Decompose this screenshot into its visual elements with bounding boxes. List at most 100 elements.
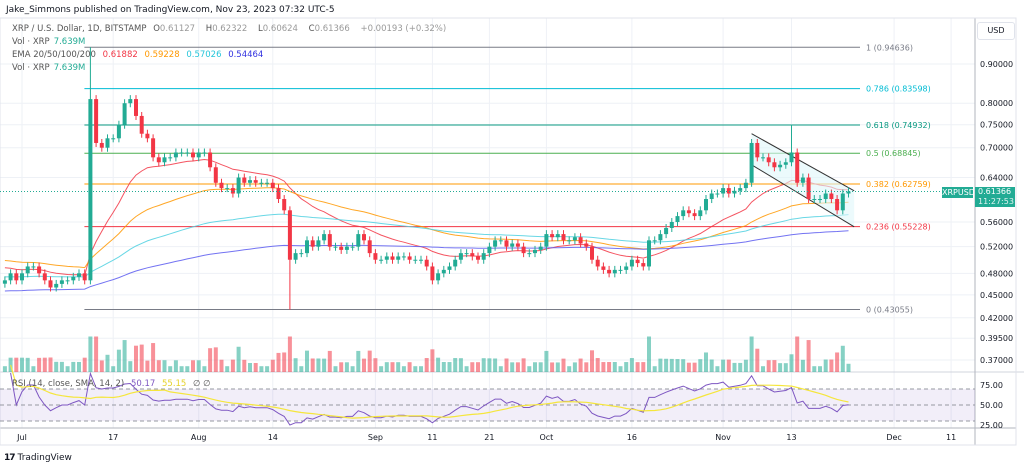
volume-bar	[829, 359, 834, 372]
volume-bar	[766, 360, 771, 372]
candle-body	[185, 152, 190, 154]
candle-body	[248, 180, 252, 183]
volume-bar	[230, 359, 235, 372]
fib-level-label: 0.5 (0.68845)	[866, 149, 921, 158]
candle-body	[504, 240, 509, 247]
candle-body	[686, 210, 691, 214]
candle-body	[373, 253, 378, 260]
price-tick-label: 0.56000	[980, 218, 1013, 227]
ema200-value: 0.54464	[228, 50, 264, 60]
candle-body	[265, 182, 270, 184]
price-tick-label: 0.64000	[980, 174, 1013, 183]
volume-bar	[812, 366, 817, 372]
candle-body	[664, 227, 669, 235]
candle-body	[14, 273, 19, 281]
candle-body	[196, 152, 201, 158]
volume-bar	[145, 360, 150, 372]
volume-bar	[202, 366, 207, 372]
candle-body	[105, 138, 110, 148]
volume-bar	[584, 362, 589, 372]
close-value: 0.61366	[314, 24, 350, 34]
volume-bar	[544, 350, 549, 372]
volume-bar	[550, 362, 555, 372]
volume-bar	[316, 358, 321, 372]
bar-countdown: 11:27:53	[978, 197, 1014, 206]
candle-body	[356, 234, 361, 247]
candle-body	[173, 152, 178, 158]
volume-bar	[242, 359, 247, 372]
candle-body	[242, 177, 247, 183]
candle-body	[413, 259, 418, 261]
candle-body	[191, 152, 195, 158]
high-value: 0.62322	[212, 24, 248, 34]
candle-body	[783, 162, 788, 165]
volume-bar	[54, 361, 59, 372]
candle-body	[698, 210, 703, 217]
volume-bar	[151, 343, 156, 372]
tradingview-logo[interactable]: 17 TradingView	[4, 453, 72, 463]
candle-body	[270, 182, 275, 189]
volume-bar	[572, 362, 577, 372]
candle-body	[156, 157, 161, 163]
volume-bar	[823, 359, 828, 372]
last-price: 0.61366	[978, 187, 1012, 196]
time-tick-label: Dec	[886, 433, 901, 442]
volume-bar	[795, 336, 800, 372]
time-tick-label: 21	[484, 433, 494, 442]
rsi-label[interactable]: RSI (14, close, SMA, 14, 2)	[12, 379, 125, 389]
candle-body	[521, 246, 526, 254]
candle-body	[71, 276, 76, 281]
volume-bar	[71, 361, 76, 372]
ema-label[interactable]: EMA 20/50/100/200	[12, 50, 96, 60]
candle-body	[709, 193, 714, 200]
published-line: Jake_Simmons published on TradingView.co…	[6, 5, 335, 15]
channel-upper-line	[751, 133, 855, 192]
candle-body	[567, 240, 572, 242]
volume-bar	[436, 357, 441, 372]
candle-body	[276, 188, 281, 200]
volume-bar	[424, 358, 429, 372]
rsi-line	[10, 371, 849, 426]
candle-body	[236, 177, 241, 194]
volume-bar	[396, 362, 401, 372]
volume-legend: Vol · XRP 7.639M	[12, 37, 89, 47]
candle-body	[31, 266, 36, 268]
candle-body	[544, 234, 549, 247]
symbol-title[interactable]: XRP / U.S. Dollar, 1D, BITSTAMP	[12, 24, 147, 34]
candle-body	[430, 266, 435, 281]
volume-bar	[453, 358, 458, 372]
price-tick-label: 0.39500	[980, 334, 1013, 343]
volume-bar	[367, 350, 372, 372]
volume-bar	[470, 362, 475, 372]
volume-bar	[624, 362, 629, 372]
candle-body	[139, 115, 144, 134]
volume-bar	[77, 361, 81, 372]
volume-bar	[755, 348, 760, 372]
candle-body	[795, 152, 800, 183]
volume-bar	[590, 350, 594, 372]
candle-body	[578, 237, 583, 244]
candle-body	[647, 240, 651, 267]
volume-label-2[interactable]: Vol · XRP	[12, 63, 50, 73]
candle-body	[458, 253, 463, 260]
volume-bar	[726, 359, 731, 372]
price-tick-label: 0.42000	[980, 314, 1013, 323]
candle-body	[151, 138, 156, 158]
fib-level-label: 0.236 (0.55228)	[866, 223, 931, 232]
currency-button[interactable]: USD	[977, 22, 1015, 40]
volume-label[interactable]: Vol · XRP	[12, 37, 50, 47]
candle-body	[618, 269, 623, 271]
volume-bar	[259, 366, 264, 372]
volume-bar	[248, 362, 252, 372]
candle-body	[401, 256, 406, 258]
volume-bar	[31, 366, 36, 372]
volume-bar	[299, 366, 304, 372]
volume-bar	[846, 363, 851, 372]
candle-body	[823, 193, 828, 200]
volume-bar	[664, 358, 669, 372]
volume-bar	[139, 344, 144, 372]
time-tick-label: Oct	[539, 433, 553, 442]
ema-legend: EMA 20/50/100/200 0.61882 0.59228 0.5702…	[12, 50, 267, 60]
low-value: 0.60624	[262, 24, 298, 34]
